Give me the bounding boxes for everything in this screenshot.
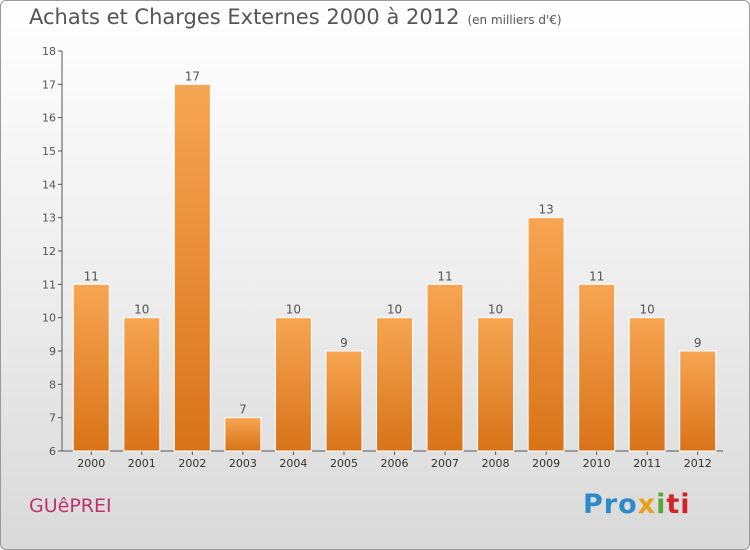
bar — [578, 283, 616, 452]
bar — [224, 417, 262, 452]
data-label: 11 — [84, 269, 99, 283]
y-tick-label: 15 — [42, 145, 56, 158]
x-tick-label: 2007 — [431, 457, 459, 470]
chart-title-text: Achats et Charges Externes 2000 à 2012 — [29, 5, 460, 29]
x-tick-label: 2000 — [77, 457, 105, 470]
data-label: 17 — [185, 69, 200, 83]
bar — [679, 350, 717, 452]
logo-part: ti — [666, 489, 691, 520]
y-tick-label: 17 — [42, 78, 56, 91]
logo-part: Pro — [583, 489, 638, 520]
y-tick-label: 10 — [42, 312, 56, 325]
y-tick-label: 16 — [42, 112, 56, 125]
y-tick-label: 6 — [49, 445, 56, 458]
x-tick-label: 2004 — [279, 457, 307, 470]
x-tick-label: 2008 — [482, 457, 510, 470]
data-label: 10 — [488, 303, 503, 317]
x-tick-label: 2010 — [583, 457, 611, 470]
data-label: 9 — [694, 336, 702, 350]
data-label: 10 — [640, 303, 655, 317]
data-label: 13 — [538, 203, 553, 217]
y-tick-label: 13 — [42, 212, 56, 225]
y-tick-label: 14 — [42, 178, 56, 191]
bar — [527, 217, 565, 452]
chart-title: Achats et Charges Externes 2000 à 2012 (e… — [29, 5, 562, 29]
x-tick-label: 2006 — [381, 457, 409, 470]
x-tick-label: 2002 — [178, 457, 206, 470]
bars: 11 10 17 7 10 9 10 11 10 13 11 10 9 — [72, 69, 717, 452]
y-tick-label: 9 — [49, 345, 56, 358]
bar — [325, 350, 363, 452]
bar — [628, 317, 666, 452]
axes: 6 7 8 9 10 11 12 13 14 15 16 17 18 2000 2001 2002 2003 20… — [42, 45, 723, 470]
y-tick-label: 18 — [42, 45, 56, 58]
y-tick-label: 7 — [49, 412, 56, 425]
x-tick-label: 2001 — [128, 457, 156, 470]
bar — [376, 317, 413, 452]
bar — [426, 283, 464, 452]
y-tick-label: 8 — [49, 378, 56, 391]
commune-name: GUêPREI — [29, 495, 112, 517]
data-label: 9 — [340, 336, 348, 350]
logo-part: x — [637, 489, 657, 520]
data-label: 10 — [387, 303, 402, 317]
x-tick-label: 2005 — [330, 457, 358, 470]
data-label: 11 — [589, 269, 604, 283]
bar — [477, 317, 515, 452]
x-tick-label: 2011 — [633, 457, 661, 470]
y-tick-label: 11 — [42, 278, 56, 291]
y-tick-label: 12 — [42, 245, 56, 258]
logo-part: i — [656, 489, 667, 520]
data-label: 10 — [134, 303, 149, 317]
chart-subtitle: (en milliers d'€) — [467, 13, 562, 27]
bar — [274, 317, 312, 452]
x-tick-label: 2003 — [229, 457, 257, 470]
bar — [123, 317, 161, 452]
bar — [72, 283, 110, 452]
proxiti-logo: Proxiti — [583, 489, 691, 520]
data-label: 10 — [286, 303, 301, 317]
data-label: 7 — [239, 403, 247, 417]
x-tick-label: 2009 — [532, 457, 560, 470]
bar — [173, 83, 211, 452]
data-label: 11 — [437, 269, 452, 283]
x-tick-label: 2012 — [684, 457, 712, 470]
